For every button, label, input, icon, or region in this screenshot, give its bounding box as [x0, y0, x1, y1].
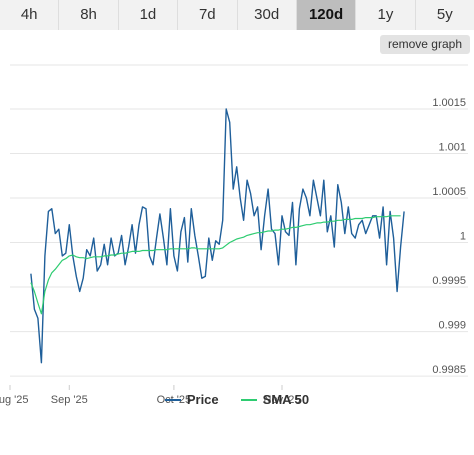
chart-legend: Price SMA 50	[0, 392, 474, 407]
x-tick-label: Aug '25	[0, 394, 28, 406]
tab-120d[interactable]: 120d	[296, 0, 357, 30]
y-tick-label: 1	[460, 231, 466, 243]
y-tick-label: 1.0015	[432, 97, 466, 109]
y-tick-label: 1.0005	[432, 186, 466, 198]
series-lines	[30, 108, 405, 364]
x-tick-label: Sep '25	[51, 394, 88, 406]
grid-lines	[10, 64, 468, 377]
timeframe-tabs: 4h 8h 1d 7d 30d 120d 1y 5y	[0, 0, 474, 30]
legend-label-price: Price	[186, 392, 219, 407]
legend-item-price[interactable]: Price	[164, 392, 219, 407]
tab-7d[interactable]: 7d	[178, 0, 238, 30]
y-tick-label: 0.9985	[432, 364, 466, 376]
tab-8h[interactable]: 8h	[59, 0, 119, 30]
legend-item-sma[interactable]: SMA 50	[240, 392, 310, 407]
tab-1y[interactable]: 1y	[356, 0, 416, 30]
tab-4h[interactable]: 4h	[0, 0, 60, 30]
legend-swatch-sma	[240, 398, 257, 401]
price-line	[30, 108, 405, 364]
y-tick-label: 0.9995	[432, 275, 466, 287]
legend-label-sma: SMA 50	[262, 392, 310, 407]
remove-graph-button[interactable]: remove graph	[379, 35, 470, 54]
tab-30d[interactable]: 30d	[237, 0, 297, 30]
y-tick-label: 0.999	[438, 320, 466, 332]
y-axis: 0.9985 0.999 0.9995 1 1.0005 1.001 1.0015	[432, 97, 466, 376]
tab-5y[interactable]: 5y	[415, 0, 474, 30]
tab-1d[interactable]: 1d	[118, 0, 179, 30]
sma-line	[30, 215, 401, 315]
x-tick-label: Nov '25	[264, 394, 301, 406]
y-tick-label: 1.001	[438, 141, 466, 153]
legend-swatch-price	[164, 398, 181, 401]
